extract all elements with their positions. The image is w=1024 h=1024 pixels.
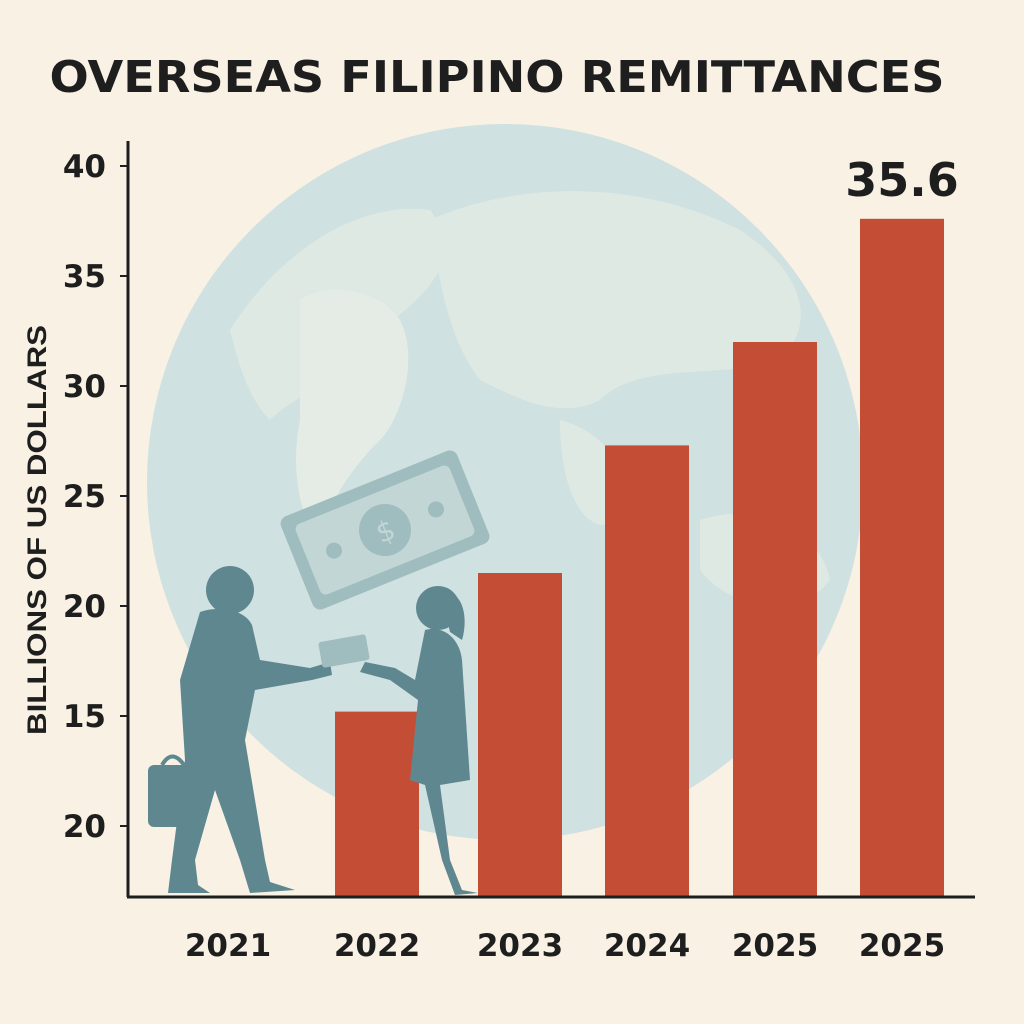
y-tick-label: 15: [63, 699, 106, 735]
y-tick-label: 25: [63, 479, 106, 515]
y-tick-label: 20: [63, 809, 106, 845]
man-with-briefcase-icon: [148, 566, 332, 893]
bar-2025: [733, 342, 817, 897]
bar-2025: [860, 218, 944, 898]
y-axis-label: BILLIONS OF US DOLLARS: [22, 325, 52, 735]
bar-2023: [478, 573, 562, 897]
x-tick-label: 2025: [859, 928, 945, 964]
x-tick-label: 2023: [477, 928, 563, 964]
bar-2024: [605, 445, 689, 897]
x-tick-label: 2022: [334, 928, 420, 964]
small-banknote-icon: [318, 634, 370, 668]
y-tick-label: 35: [63, 259, 106, 295]
y-tick-label: 30: [63, 369, 106, 405]
chart-title: OVERSEAS FILIPINO REMITTANCES: [50, 52, 945, 103]
y-tick-label: 20: [63, 589, 106, 625]
woman-icon: [360, 586, 478, 895]
x-tick-label: 2021: [185, 928, 271, 964]
x-tick-label: 2024: [604, 928, 690, 964]
y-tick-label: 40: [63, 149, 106, 185]
bar-2022: [335, 711, 419, 897]
bar-value-annotation: 35.6: [845, 153, 959, 207]
banknote-dollar-icon: $: [280, 450, 490, 610]
x-tick-label: 2025: [732, 928, 818, 964]
